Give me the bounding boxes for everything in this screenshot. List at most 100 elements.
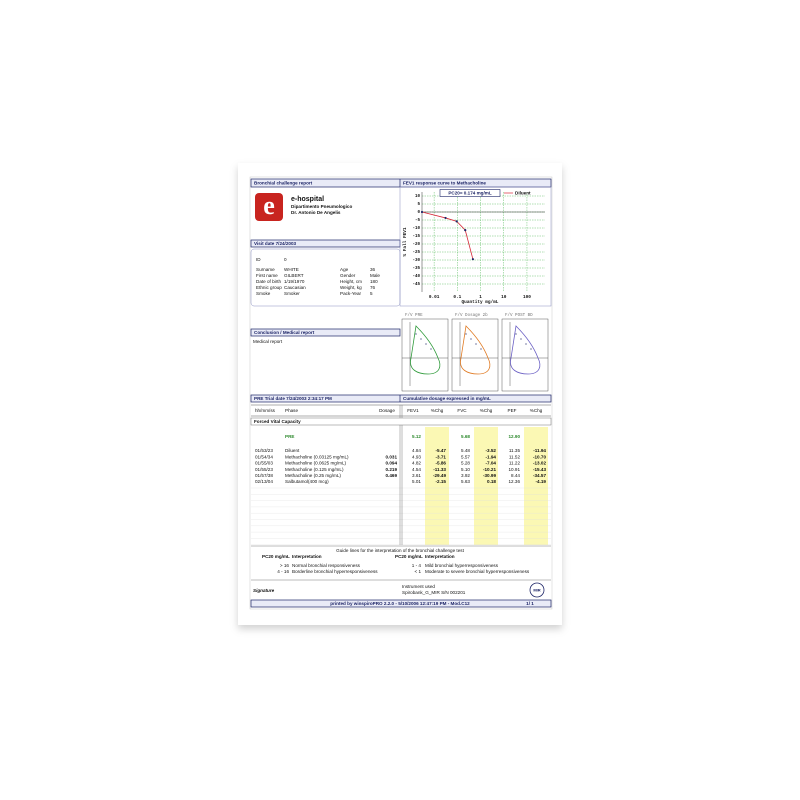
pre-fvc: 5.68 [461,434,470,439]
guide-title: Guide lines for the interpretation of th… [336,548,464,553]
frame [249,176,553,610]
table-cell: 0.469 [386,473,398,478]
fv-dot [425,343,427,345]
fv-loop [460,325,491,375]
table-cell: Methacholine (0.125 mg/mL) [285,467,344,472]
data-point [471,258,475,261]
field-value: 1/19/1970 [284,279,305,284]
fv-dot [415,333,417,335]
column-header: %Chg [431,408,444,413]
fv-title: F/V Dosage 2b [455,313,488,318]
guide-text: Borderline bronchial hyperresponsiveness [292,569,378,574]
table-cell: 11.22 [509,461,521,466]
table-cell: 0.219 [386,467,398,472]
x-tick-label: 1 [479,295,482,300]
section-bar [250,599,552,608]
table-cell: 5.57 [461,454,470,459]
table-cell: -30.99 [483,473,496,478]
legend-label: Diluent [515,191,531,196]
table-cell: 5.01 [412,479,421,484]
table-cell: -15.43 [533,467,546,472]
guide-range: < 1 [414,569,421,574]
fv-dot [420,338,422,340]
conclusion-title: Conclusion / Medical report [254,330,315,335]
y-axis-label: % Fall FEV1 [403,227,408,256]
table-cell: 4.54 [412,467,421,472]
y-tick-label: -25 [412,251,420,255]
table-cell: 5.63 [461,479,470,484]
y-tick-label: -45 [412,283,420,287]
table-cell: -1.94 [486,454,497,459]
section-row [250,417,552,426]
column-header: hh/mm/ss [255,408,276,413]
mir-logo [529,582,545,598]
pc20-box [439,189,501,197]
field-value: 76 [370,285,376,290]
table-cell: -11.94 [533,448,546,453]
table-cell: 11.35 [509,448,521,453]
conclusion-text: Medical report [253,339,283,344]
data-point [464,229,467,232]
guide-text: Mild bronchial hyperresponsiveness [425,563,499,568]
fv-title: F/V POST BD [505,313,533,318]
table-cell: 4.84 [412,448,421,453]
fv-dot [475,343,477,345]
column-header: %Chg [530,408,543,413]
column-header: PEF [508,408,517,413]
y-tick-label: 0 [417,211,420,215]
column-header: Phase [285,408,298,413]
field-label: Ethnic group [256,285,282,290]
table-cell: -10.21 [483,467,496,472]
instrument-label: Instrument used [402,584,435,589]
table-cell: -3.52 [486,448,497,453]
table-cell: Methacholine (0.03125 mg/mL) [285,454,349,459]
guide-header: Interpretation [292,554,322,559]
table-cell: -3.71 [436,454,447,459]
field-value: 180 [370,279,378,284]
field-value: 0 [284,257,287,262]
table-cell: -11.33 [433,467,446,472]
fv-loop [510,325,541,375]
chart-box [399,186,552,307]
field-value: WHITE [284,267,299,272]
section-label: Forced Vital Capacity [254,419,301,424]
table-cell: 01/57/38 [255,473,273,478]
table-cell: 0.094 [386,461,398,466]
guide-text: Moderate to severe bronchial hyperrespon… [425,569,530,574]
table-cell: -34.57 [533,473,546,478]
x-tick-label: 10 [501,295,507,300]
table-cell: 4.82 [412,461,421,466]
y-tick-label: -20 [412,243,420,247]
table-cell: Methacholine (0.0625 mg/mL) [285,461,346,466]
field-value: 5 [370,291,373,296]
fv-dot [515,333,517,335]
y-tick-label: -10 [412,227,420,231]
column-header: %Chg [480,408,493,413]
table-cell: 5.10 [461,467,470,472]
report-title: Bronchial challenge report [254,181,313,186]
highlight-column [524,427,548,545]
fv-box [501,318,549,392]
section-bar [250,394,552,403]
printed-by: printed by winspiroPRO 2.2.0 - 5/10/2006… [330,601,470,606]
x-tick-label: 0.01 [429,295,440,300]
section-bar [250,328,401,337]
table-cell: Diluent [285,448,300,453]
field-value: Male [370,273,380,278]
data-point [455,220,458,223]
column-header: FVC [457,408,467,413]
visit-title: Visit date 7/24/2003 [254,241,296,246]
field-label: First name [256,273,278,278]
x-tick-label: 0.1 [453,295,461,300]
x-axis-label: Quantity mg/mL [462,300,499,305]
y-tick-label: -30 [412,259,420,263]
field-label: Surname [256,267,275,272]
table-cell: Salbutamol(400 mcg) [285,479,329,484]
table-cell: 0.031 [386,454,398,459]
logo [255,193,283,221]
table-cell: 3.61 [412,473,421,478]
field-value: Smoker [284,291,300,296]
field-value: 36 [370,267,376,272]
y-tick-label: -15 [412,235,420,239]
